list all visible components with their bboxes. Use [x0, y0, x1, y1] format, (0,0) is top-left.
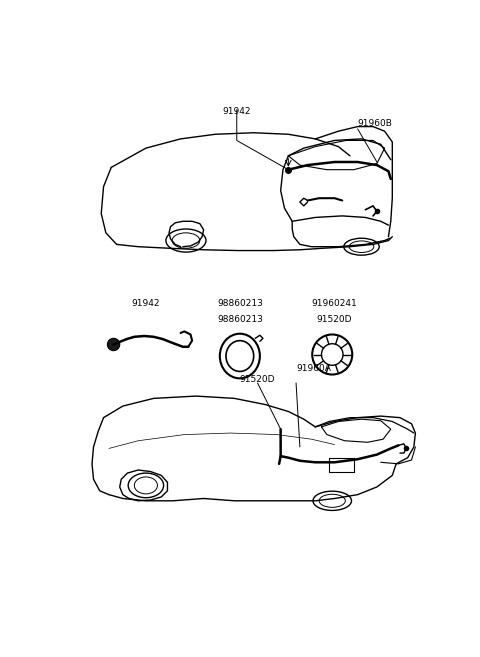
Text: 98860213: 98860213	[217, 299, 263, 308]
Text: 91942: 91942	[223, 106, 251, 116]
Text: 91960A: 91960A	[296, 364, 331, 373]
Circle shape	[108, 338, 120, 351]
Text: 91520D: 91520D	[240, 374, 276, 384]
Text: 91520D: 91520D	[317, 315, 352, 325]
Text: 98860213: 98860213	[217, 315, 263, 325]
Text: 91960241: 91960241	[312, 299, 358, 308]
Text: 91942: 91942	[132, 299, 160, 308]
Text: 91960B: 91960B	[358, 119, 393, 128]
